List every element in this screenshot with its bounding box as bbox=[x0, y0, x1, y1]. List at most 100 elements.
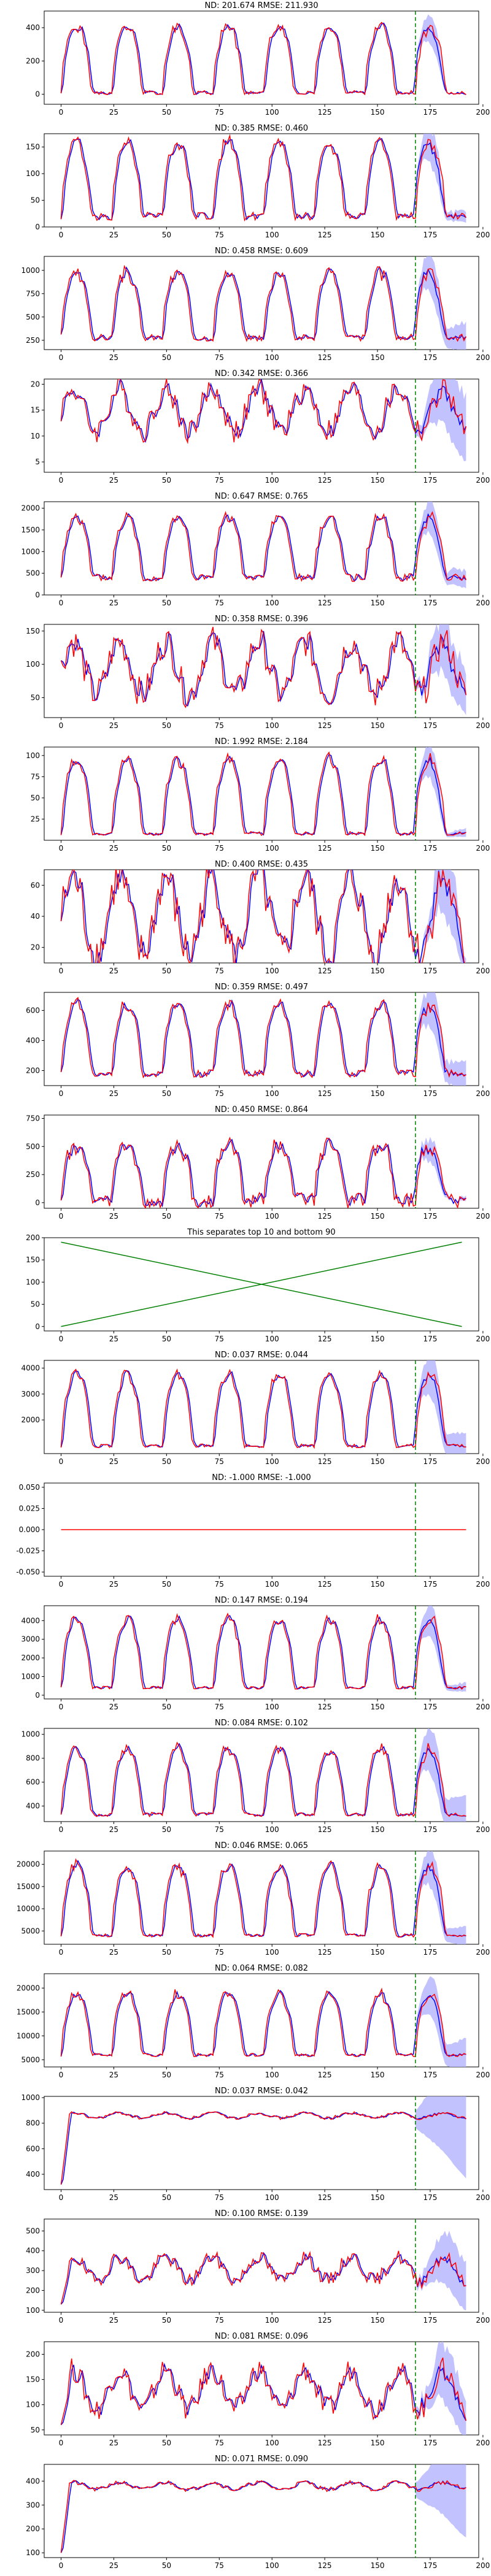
x-tick-label: 75 bbox=[215, 1825, 224, 1834]
y-tick-label: 50 bbox=[31, 794, 40, 802]
chart-panel: ND: 0.385 RMSE: 0.460 0 25 50 75 100 125 150 175… bbox=[0, 123, 491, 245]
y-tick-label: 50 bbox=[31, 1300, 40, 1309]
x-tick-label: 150 bbox=[371, 1703, 385, 1711]
chart-title: ND: 0.458 RMSE: 0.609 bbox=[215, 247, 308, 256]
y-tick-label: 40 bbox=[31, 912, 40, 921]
axes-frame bbox=[44, 133, 479, 228]
x-tick-label: 175 bbox=[423, 1457, 437, 1466]
chart-svg: ND: 0.071 RMSE: 0.090 0 25 50 75 100 125 150 175… bbox=[26, 2455, 490, 2570]
x-tick-label: 175 bbox=[423, 1825, 437, 1834]
x-tick-label: 25 bbox=[109, 1825, 118, 1834]
x-tick-label: 75 bbox=[215, 1089, 224, 1098]
x-tick-label: 200 bbox=[476, 844, 490, 853]
y-tick-label: 200 bbox=[26, 2350, 40, 2359]
x-tick-label: 150 bbox=[371, 1212, 385, 1221]
x-tick-label: 75 bbox=[215, 2193, 224, 2202]
x-tick-label: 125 bbox=[318, 1703, 332, 1711]
x-tick-label: 50 bbox=[162, 476, 171, 485]
chart-panel: ND: 0.071 RMSE: 0.090 0 25 50 75 100 125 150 175… bbox=[0, 2453, 491, 2576]
x-tick-label: 0 bbox=[59, 599, 64, 607]
x-tick-label: 50 bbox=[162, 1580, 171, 1589]
chart-panel: ND: 0.458 RMSE: 0.609 0 25 50 75 100 125 150 175… bbox=[0, 245, 491, 368]
prediction-band bbox=[415, 2464, 466, 2538]
x-tick-label: 125 bbox=[318, 2071, 332, 2079]
x-tick-label: 200 bbox=[476, 231, 490, 239]
plot-area bbox=[60, 502, 467, 595]
x-tick-label: 100 bbox=[265, 2439, 279, 2447]
y-tick-label: 100 bbox=[26, 2401, 40, 2409]
x-tick-label: 175 bbox=[423, 1703, 437, 1711]
x-tick-label: 175 bbox=[423, 231, 437, 239]
x-tick-label: 50 bbox=[162, 1825, 171, 1834]
chart-panel: ND: 1.992 RMSE: 2.184 0 25 50 75 100 125 150 175… bbox=[0, 736, 491, 859]
y-tick-label: 250 bbox=[26, 1170, 40, 1179]
y-tick-label: 3000 bbox=[21, 1390, 40, 1398]
y-tick-label: 500 bbox=[26, 313, 40, 321]
y-tick-label: 20000 bbox=[17, 1984, 40, 1992]
axes-frame bbox=[44, 1850, 479, 1945]
y-tick-label: 500 bbox=[26, 569, 40, 578]
actual-line bbox=[60, 510, 467, 582]
y-tick-label: 600 bbox=[26, 1778, 40, 1787]
x-tick-label: 100 bbox=[265, 2071, 279, 2079]
y-tick-label: 0 bbox=[35, 591, 40, 599]
y-tick-label: 1000 bbox=[21, 547, 40, 556]
axes-frame bbox=[44, 1605, 479, 1700]
y-tick-label: -0.025 bbox=[16, 1547, 40, 1555]
y-tick-label: 10 bbox=[31, 432, 40, 440]
chart-svg: ND: 0.147 RMSE: 0.194 0 25 50 75 100 125 150 175… bbox=[21, 1596, 490, 1711]
x-tick-label: 200 bbox=[476, 1335, 490, 1343]
x-tick-label: 150 bbox=[371, 353, 385, 362]
x-tick-label: 25 bbox=[109, 2071, 118, 2079]
x-tick-label: 175 bbox=[423, 476, 437, 485]
chart-svg: ND: 0.385 RMSE: 0.460 0 25 50 75 100 125 150 175… bbox=[26, 124, 490, 239]
x-tick-label: 100 bbox=[265, 1335, 279, 1343]
y-tick-label: 2000 bbox=[21, 1654, 40, 1662]
chart-panel: ND: 0.647 RMSE: 0.765 0 25 50 75 100 125 150 175… bbox=[0, 491, 491, 613]
x-tick-label: 25 bbox=[109, 1457, 118, 1466]
plot-area bbox=[61, 1241, 462, 1327]
x-tick-label: 200 bbox=[476, 2193, 490, 2202]
prediction-band bbox=[415, 624, 466, 715]
x-tick-label: 175 bbox=[423, 2561, 437, 2570]
y-tick-label: 20000 bbox=[17, 1860, 40, 1869]
x-tick-label: 50 bbox=[162, 108, 171, 117]
x-tick-label: 150 bbox=[371, 2561, 385, 2570]
x-tick-label: 75 bbox=[215, 2439, 224, 2447]
chart-svg: ND: 0.081 RMSE: 0.096 0 25 50 75 100 125 150 175… bbox=[26, 2332, 490, 2447]
chart-title: ND: 0.450 RMSE: 0.864 bbox=[215, 1105, 308, 1114]
x-tick-label: 200 bbox=[476, 1457, 490, 1466]
chart-title: ND: 0.081 RMSE: 0.096 bbox=[215, 2332, 308, 2341]
prediction-band bbox=[415, 1851, 466, 1944]
x-tick-label: 25 bbox=[109, 1703, 118, 1711]
x-tick-label: 0 bbox=[59, 1703, 64, 1711]
x-tick-label: 200 bbox=[476, 2071, 490, 2079]
x-tick-label: 200 bbox=[476, 2561, 490, 2570]
y-tick-label: 100 bbox=[26, 660, 40, 669]
axes-frame bbox=[44, 1728, 479, 1822]
chart-svg: ND: 0.084 RMSE: 0.102 0 25 50 75 100 125 150 175… bbox=[21, 1719, 490, 1834]
forecast-line bbox=[60, 22, 466, 96]
x-tick-label: 75 bbox=[215, 231, 224, 239]
x-tick-label: 175 bbox=[423, 2193, 437, 2202]
x-tick-label: 150 bbox=[371, 1580, 385, 1589]
x-tick-label: 175 bbox=[423, 2316, 437, 2325]
y-tick-label: 0 bbox=[35, 1691, 40, 1700]
x-tick-label: 200 bbox=[476, 599, 490, 607]
x-tick-label: 200 bbox=[476, 1825, 490, 1834]
forecast-line bbox=[60, 1137, 466, 1208]
y-tick-label: 400 bbox=[26, 2247, 40, 2255]
y-tick-label: 800 bbox=[26, 1754, 40, 1763]
y-tick-label: 0 bbox=[35, 1322, 40, 1331]
y-tick-label: 60 bbox=[31, 881, 40, 889]
x-tick-label: 0 bbox=[59, 1580, 64, 1589]
chart-svg: ND: 0.400 RMSE: 0.435 0 25 50 75 100 125 150 175… bbox=[31, 860, 490, 975]
x-tick-label: 0 bbox=[59, 1335, 64, 1343]
actual-line bbox=[60, 751, 466, 837]
axes-frame bbox=[44, 746, 479, 841]
prediction-band bbox=[415, 2096, 466, 2179]
chart-panel: ND: 0.147 RMSE: 0.194 0 25 50 75 100 125 150 175… bbox=[0, 1595, 491, 1717]
y-tick-label: 200 bbox=[26, 2524, 40, 2533]
chart-svg: ND: -1.000 RMSE: -1.000 0 25 50 75 100 125 150 1… bbox=[16, 1473, 490, 1589]
plot-area bbox=[60, 379, 467, 472]
